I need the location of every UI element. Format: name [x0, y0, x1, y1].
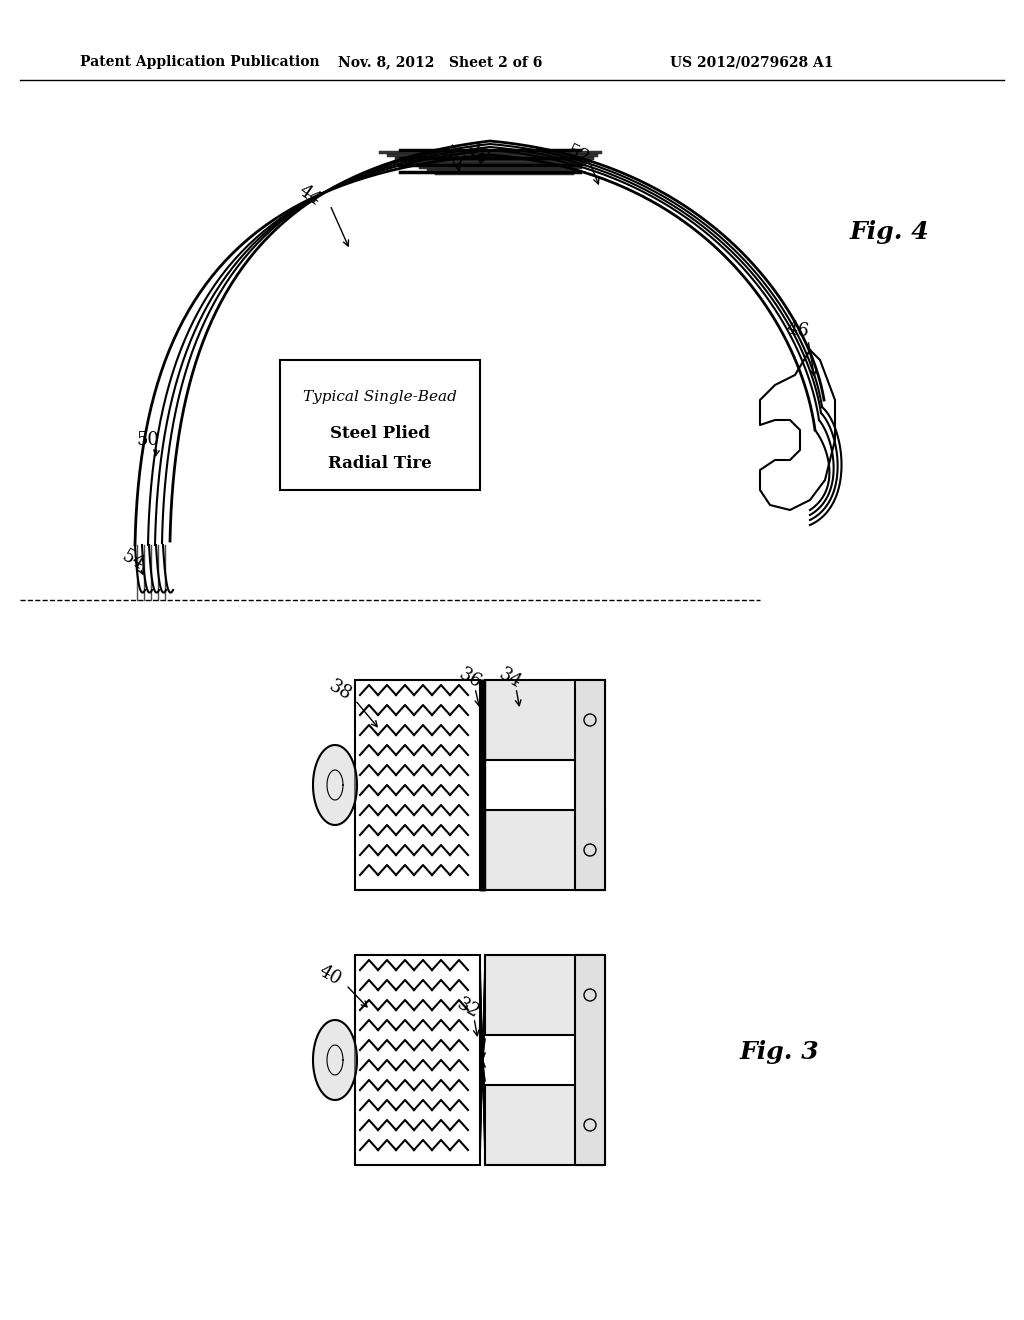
Bar [355, 954, 480, 1166]
Text: 36: 36 [456, 664, 484, 692]
Text: 34: 34 [496, 664, 524, 692]
Text: Nov. 8, 2012   Sheet 2 of 6: Nov. 8, 2012 Sheet 2 of 6 [338, 55, 542, 69]
Bar [485, 1085, 605, 1166]
Text: Steel Plied: Steel Plied [330, 425, 430, 442]
Text: Radial Tire: Radial Tire [328, 455, 432, 473]
Text: US 2012/0279628 A1: US 2012/0279628 A1 [670, 55, 834, 69]
Bar [485, 810, 605, 890]
Text: 46: 46 [785, 319, 811, 341]
Bar [280, 360, 480, 490]
Bar [355, 680, 480, 890]
Text: 50: 50 [136, 432, 160, 449]
Text: Typical Single-Bead: Typical Single-Bead [303, 389, 457, 404]
Text: 56: 56 [437, 144, 467, 172]
Text: 38: 38 [326, 676, 354, 704]
Text: 52: 52 [564, 143, 592, 168]
Bar [485, 954, 605, 1035]
Text: 54: 54 [119, 546, 147, 573]
Bar [575, 954, 605, 1166]
Polygon shape [313, 1020, 357, 1100]
Text: 40: 40 [315, 961, 344, 989]
Text: 44: 44 [296, 181, 325, 209]
Bar [575, 680, 605, 890]
Text: 48: 48 [464, 139, 493, 166]
Bar [485, 680, 605, 760]
Text: 32: 32 [454, 994, 482, 1022]
Polygon shape [313, 744, 357, 825]
Text: Fig. 3: Fig. 3 [740, 1040, 819, 1064]
Text: Patent Application Publication: Patent Application Publication [80, 55, 319, 69]
Text: Fig. 4: Fig. 4 [850, 220, 930, 244]
